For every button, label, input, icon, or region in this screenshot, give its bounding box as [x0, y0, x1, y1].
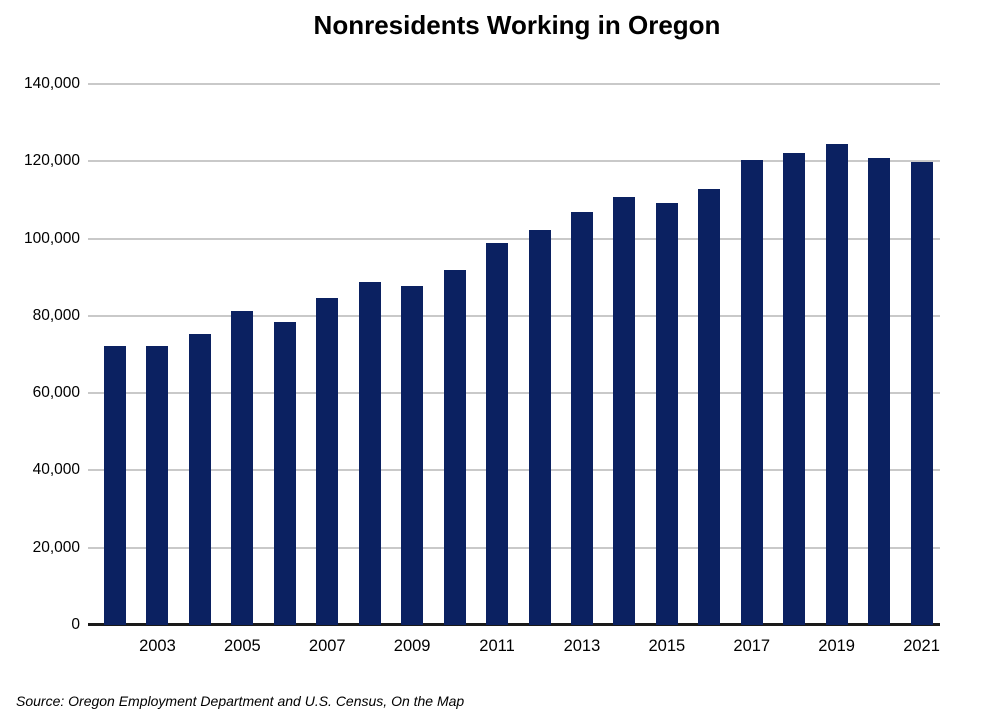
- bar-2014: [613, 197, 636, 625]
- bar-2005: [231, 311, 254, 625]
- x-tick-label-2003: 2003: [139, 637, 176, 655]
- y-tick-label-0: 0: [71, 616, 80, 633]
- gridline-120000: [88, 160, 940, 163]
- bar-2010: [443, 269, 466, 625]
- bar-2002: [104, 346, 126, 625]
- bar-2012: [528, 230, 551, 625]
- bar-2018: [783, 152, 806, 625]
- y-tick-label-80000: 80,000: [32, 306, 80, 324]
- x-tick-label-2017: 2017: [733, 637, 771, 655]
- gridline-60000: [88, 392, 940, 395]
- bar-2011: [486, 243, 509, 625]
- y-tick-label-40000: 40,000: [32, 461, 80, 479]
- chart-title: Nonresidents Working in Oregon: [313, 10, 721, 40]
- gridline-80000: [88, 314, 940, 317]
- x-tick-label-2021: 2021: [903, 637, 940, 655]
- y-tick-label-120000: 120,000: [23, 152, 80, 170]
- bar-2015: [655, 203, 678, 625]
- bar-2004: [188, 334, 211, 625]
- x-tick-label-2011: 2011: [479, 637, 515, 655]
- bar-2021: [910, 162, 933, 625]
- y-tick-label-100000: 100,000: [23, 229, 80, 247]
- y-tick-label-20000: 20,000: [32, 538, 80, 556]
- bar-2007: [316, 297, 339, 625]
- bar-2013: [570, 212, 593, 625]
- bar-2016: [698, 189, 721, 625]
- bar-2008: [358, 281, 381, 625]
- x-axis-line: [88, 623, 940, 626]
- x-tick-label-2005: 2005: [223, 637, 261, 655]
- bar-2009: [401, 286, 424, 625]
- x-tick-label-2009: 2009: [393, 637, 431, 655]
- x-tick-label-2019: 2019: [818, 637, 855, 655]
- x-tick-label-2007: 2007: [308, 637, 346, 655]
- y-tick-label-60000: 60,000: [32, 384, 80, 402]
- x-tick-label-2013: 2013: [563, 637, 601, 655]
- y-tick-label-140000: 140,000: [23, 75, 80, 92]
- source-note: Source: Oregon Employment Department and…: [16, 693, 465, 709]
- bar-2006: [273, 322, 296, 625]
- gridline-140000: [88, 83, 940, 85]
- bar-2019: [825, 143, 848, 625]
- gridline-40000: [88, 469, 940, 472]
- gridline-20000: [88, 546, 940, 549]
- x-tick-label-2015: 2015: [648, 637, 686, 655]
- gridline-100000: [88, 237, 940, 240]
- plot-area: [88, 83, 940, 626]
- bar-2020: [868, 157, 891, 625]
- bar-2017: [740, 159, 763, 625]
- bar-2003: [146, 345, 169, 625]
